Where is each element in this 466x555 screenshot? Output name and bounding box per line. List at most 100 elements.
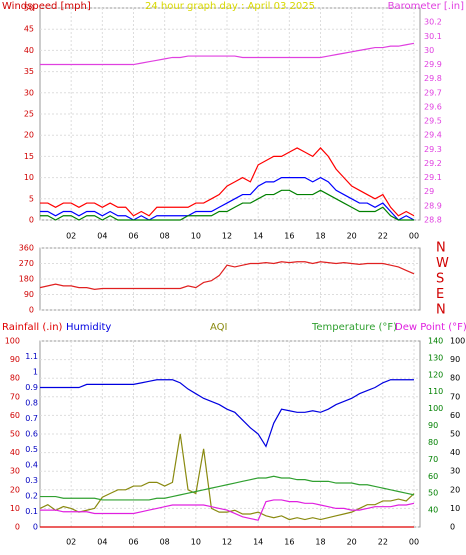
- x-tick-label: 04: [97, 538, 107, 547]
- series-name: Humidity: [66, 322, 111, 333]
- y2-tick-label: 30.2: [424, 18, 442, 27]
- y2-tick-label: N: [436, 303, 446, 318]
- x-tick-label: 08: [160, 538, 170, 547]
- y-tick-label: 0: [29, 306, 34, 315]
- title: 24 hour graph day : April 03 2025: [145, 1, 315, 12]
- y4-tick-label: 20: [450, 485, 460, 494]
- y-tick-label: 80: [10, 374, 20, 383]
- y4-tick-label: 60: [450, 411, 460, 420]
- y2-tick-label: 29.8: [424, 74, 442, 83]
- y-label: Windspeed [mph]: [2, 1, 91, 12]
- y3-tick-label: 110: [428, 387, 443, 396]
- y-tick-label: 15: [24, 152, 34, 161]
- series-line: [40, 475, 415, 501]
- y2-tick-label: 29: [424, 187, 434, 196]
- y-tick-label: 45: [24, 25, 34, 34]
- series-line: [40, 176, 415, 221]
- y4-tick-label: 70: [450, 392, 460, 401]
- series-line: [40, 42, 415, 66]
- x-tick-label: 20: [347, 538, 357, 547]
- y2-tick-label: E: [436, 287, 444, 302]
- x-tick-label: 08: [160, 232, 170, 241]
- y3-tick-label: 100: [428, 404, 443, 413]
- y2-tick-label: S: [436, 272, 444, 287]
- y2-tick-label: 29.7: [424, 88, 442, 97]
- y2-tick-label: 30: [424, 46, 434, 55]
- y-tick-label: 10: [24, 173, 34, 182]
- y4-tick-label: 0: [450, 523, 455, 532]
- x-tick-label: 06: [128, 538, 138, 547]
- x-tick-label: 18: [315, 232, 325, 241]
- y2-tick-label: 0.4: [25, 461, 38, 470]
- y4-tick-label: 80: [450, 374, 460, 383]
- x-tick-label: 10: [191, 538, 201, 547]
- x-tick-label: 18: [315, 538, 325, 547]
- y2-tick-label: 0.5: [25, 445, 38, 454]
- y-tick-label: 25: [24, 110, 34, 119]
- x-tick-label: 12: [222, 538, 232, 547]
- x-tick-label: 12: [222, 232, 232, 241]
- series-line: [40, 379, 414, 448]
- y-tick-label: 5: [29, 194, 34, 203]
- x-tick-label: 00: [409, 538, 419, 547]
- series-line: [39, 261, 415, 290]
- x-tick-label: 06: [128, 232, 138, 241]
- y2-tick-label: 1: [33, 368, 38, 377]
- y2-tick-label: W: [436, 256, 449, 271]
- y2-tick-label: 29.5: [424, 117, 442, 126]
- y-tick-label: 100: [5, 337, 20, 346]
- y3-tick-label: 120: [428, 370, 443, 379]
- y-tick-label: 10: [10, 504, 20, 513]
- y2-tick-label: 0.9: [25, 383, 38, 392]
- y4-tick-label: 50: [450, 430, 460, 439]
- y2-tick-label: 28.8: [424, 216, 442, 225]
- y-tick-label: 60: [10, 411, 20, 420]
- y2-tick-label: N: [436, 241, 446, 256]
- y3-tick-label: 50: [428, 489, 438, 498]
- y2-tick-label: 0.1: [25, 507, 38, 516]
- y2-tick-label: 0.2: [25, 492, 38, 501]
- y3-tick-label: 40: [428, 506, 438, 515]
- y2-tick-label: 29.4: [424, 131, 442, 140]
- y-tick-label: 40: [24, 46, 34, 55]
- y4-tick-label: 90: [450, 355, 460, 364]
- y2-tick-label: 29.1: [424, 173, 442, 182]
- series-name: Rainfall (.in): [2, 322, 63, 333]
- y-tick-label: 360: [19, 244, 34, 253]
- y-tick-label: 35: [24, 67, 34, 76]
- y2-tick-label: 0.7: [25, 414, 38, 423]
- x-tick-label: 04: [97, 232, 107, 241]
- series-line: [40, 499, 415, 521]
- y-tick-label: 90: [10, 355, 20, 364]
- y-tick-label: 20: [24, 131, 34, 140]
- series-name: AQI: [210, 322, 228, 333]
- x-tick-label: 02: [66, 538, 76, 547]
- x-tick-label: 16: [284, 232, 294, 241]
- series-line: [40, 147, 415, 217]
- y4-tick-label: 10: [450, 504, 460, 513]
- y2-tick-label: 29.3: [424, 145, 442, 154]
- y2-tick-label: 29.2: [424, 159, 442, 168]
- y-tick-label: 30: [24, 88, 34, 97]
- x-tick-label: 00: [409, 232, 419, 241]
- y-tick-label: 180: [19, 275, 34, 284]
- y-tick-label: 70: [10, 392, 20, 401]
- x-tick-label: 14: [253, 538, 263, 547]
- x-tick-label: 20: [347, 232, 357, 241]
- y-tick-label: 40: [10, 448, 20, 457]
- y3-tick-label: 90: [428, 421, 438, 430]
- y-tick-label: 0: [29, 216, 34, 225]
- y3-tick-label: 140: [428, 337, 443, 346]
- y2-tick-label: 28.9: [424, 201, 442, 210]
- y3-tick-label: 60: [428, 472, 438, 481]
- y2-tick-label: 29.6: [424, 102, 442, 111]
- y2-tick-label: 1.1: [25, 352, 38, 361]
- y4-tick-label: 100: [450, 337, 465, 346]
- y-tick-label: 50: [10, 430, 20, 439]
- series-line: [40, 189, 414, 221]
- y-tick-label: 90: [24, 290, 34, 299]
- x-tick-label: 02: [66, 232, 76, 241]
- y-tick-label: 20: [10, 485, 20, 494]
- x-tick-label: 10: [191, 232, 201, 241]
- y2-label: Barometer [.in]: [388, 1, 464, 12]
